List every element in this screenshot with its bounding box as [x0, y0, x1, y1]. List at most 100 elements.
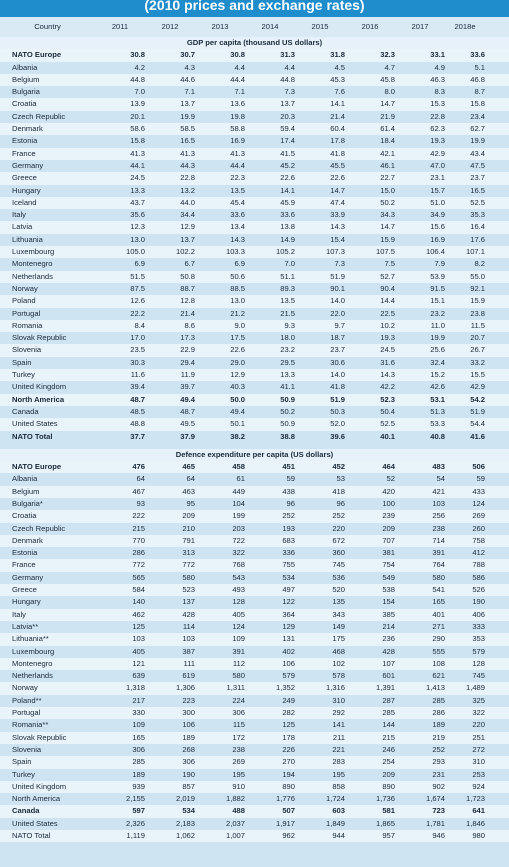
cell-value: 902 [432, 781, 445, 791]
cell-value: 271 [432, 621, 445, 631]
cell-value: 1,917 [275, 818, 295, 828]
cell-value: 194 [282, 769, 295, 779]
table-row: Spain 30.3 29.4 29.0 29.5 30.6 31.6 32.4 33.2 [0, 356, 509, 370]
cell-value: 209 [182, 511, 195, 521]
section-title: Defence expenditure per capita (US dolla… [0, 448, 509, 462]
cell-value: 29.0 [230, 357, 245, 367]
cell-value: 50.2 [380, 197, 395, 207]
cell-value: 12.9 [180, 222, 195, 232]
cell-value: 16.4 [470, 222, 485, 232]
country-name: France [12, 560, 36, 570]
cell-value: 178 [282, 732, 295, 742]
cell-value: 890 [382, 781, 395, 791]
cell-value: 890 [282, 781, 295, 791]
country-name: Portugal [12, 708, 41, 718]
cell-value: 22.7 [380, 173, 395, 183]
cell-value: 282 [282, 708, 295, 718]
country-name: Belgium [12, 74, 40, 84]
table-row: Canada 597 534 488 507 603 581 723 641 [0, 805, 509, 818]
cell-value: 106 [282, 658, 295, 668]
table-row: Luxembourg 405 387 391 402 468 428 555 579 [0, 645, 509, 658]
cell-value: 22.6 [330, 173, 345, 183]
table-row: Bulgaria 7.0 7.1 7.1 7.3 7.6 8.0 8.3 8.7 [0, 86, 509, 99]
table-row: Montenegro 121 111 112 106 102 107 108 128 [0, 657, 509, 671]
cell-value: 19.8 [230, 111, 245, 121]
cell-value: 15.6 [430, 222, 445, 232]
cell-value: 108 [432, 658, 445, 668]
cell-value: 336 [282, 548, 295, 558]
cell-value: 42.9 [430, 148, 445, 158]
cell-value: 962 [282, 831, 295, 840]
country-name: Denmark [12, 124, 43, 134]
country-name: Spain [12, 357, 32, 367]
country-name: Germany [12, 160, 44, 170]
cell-value: 20.7 [470, 333, 485, 343]
column-header: Country [34, 22, 61, 31]
cell-value: 14.4 [380, 296, 395, 306]
table-row: NATO Europe 476 465 458 451 452 464 483 506 [0, 461, 509, 474]
table-row: Germany 565 580 543 534 536 549 580 586 [0, 571, 509, 585]
cell-value: 18.0 [280, 333, 295, 343]
cell-value: 47.4 [330, 197, 345, 207]
cell-value: 578 [332, 671, 345, 681]
cell-value: 14.7 [380, 222, 395, 232]
cell-value: 51.1 [280, 271, 295, 281]
cell-value: 7.1 [234, 87, 245, 97]
cell-value: 788 [472, 560, 485, 570]
table-row: Norway 87.5 88.7 88.5 89.3 90.1 90.4 91.5 92.1 [0, 282, 509, 296]
cell-value: 7.9 [434, 259, 445, 269]
table-row: United Kingdom 939 857 910 890 858 890 902 924 [0, 780, 509, 794]
cell-value: 23.4 [470, 111, 485, 121]
cell-value: 1,318 [125, 683, 145, 693]
cell-value: 47.0 [430, 160, 445, 170]
cell-value: 220 [332, 523, 345, 533]
cell-value: 95 [186, 498, 195, 508]
cell-value: 555 [432, 646, 445, 656]
country-name: Netherlands [12, 271, 53, 281]
country-name: North America [12, 394, 65, 404]
header-row: Country 2011 2012 2013 2014 2015 2016 2017 2018e [0, 17, 509, 37]
cell-value: 52.5 [380, 419, 395, 429]
cell-value: 17.5 [230, 333, 245, 343]
cell-value: 15.1 [430, 296, 445, 306]
table-row: France 772 772 768 755 745 754 764 788 [0, 559, 509, 572]
cell-value: 6.9 [134, 259, 145, 269]
table-row: Belgium 467 463 449 438 418 420 421 433 [0, 485, 509, 498]
cell-value: 41.3 [230, 148, 245, 158]
country-name: Italy [12, 609, 26, 619]
cell-value: 385 [382, 609, 395, 619]
country-name: Poland [12, 296, 36, 306]
cell-value: 41.8 [330, 148, 345, 158]
country-name: Turkey [12, 370, 35, 380]
table-row: Czech Republic 20.1 19.9 19.8 20.3 21.4 21.9 22… [0, 110, 509, 124]
table-row: Italy 462 428 405 364 343 385 401 406 [0, 608, 509, 621]
cell-value: 100 [382, 498, 395, 508]
cell-value: 4.2 [134, 62, 145, 72]
cell-value: 292 [332, 708, 345, 718]
cell-value: 23.1 [430, 173, 445, 183]
cell-value: 722 [232, 535, 245, 545]
cell-value: 190 [182, 769, 195, 779]
cell-value: 50.4 [380, 406, 395, 416]
cell-value: 189 [132, 769, 145, 779]
cell-value: 538 [382, 585, 395, 595]
cell-value: 21.4 [330, 111, 345, 121]
table-row: North America 2,155 2,019 1,882 1,776 1,724 1,… [0, 793, 509, 806]
cell-value: 9.7 [334, 320, 345, 330]
cell-value: 41.6 [470, 431, 485, 441]
cell-value: 137 [182, 597, 195, 607]
cell-value: 13.3 [130, 185, 145, 195]
cell-value: 293 [432, 757, 445, 767]
cell-value: 209 [382, 523, 395, 533]
cell-value: 48.7 [180, 406, 195, 416]
cell-value: 29.4 [180, 357, 195, 367]
table-row: Slovenia 306 268 238 226 221 246 252 272 [0, 743, 509, 757]
cell-value: 175 [332, 634, 345, 644]
table-row: Albania 64 64 61 59 53 52 54 59 [0, 473, 509, 486]
cell-value: 1,736 [375, 794, 395, 804]
cell-value: 17.8 [330, 136, 345, 146]
country-name: Slovak Republic [12, 732, 67, 742]
cell-value: 19.9 [470, 136, 485, 146]
table-row: Portugal 22.2 21.4 21.2 21.5 22.0 22.5 23.2 23.8 [0, 307, 509, 320]
cell-value: 381 [382, 548, 395, 558]
